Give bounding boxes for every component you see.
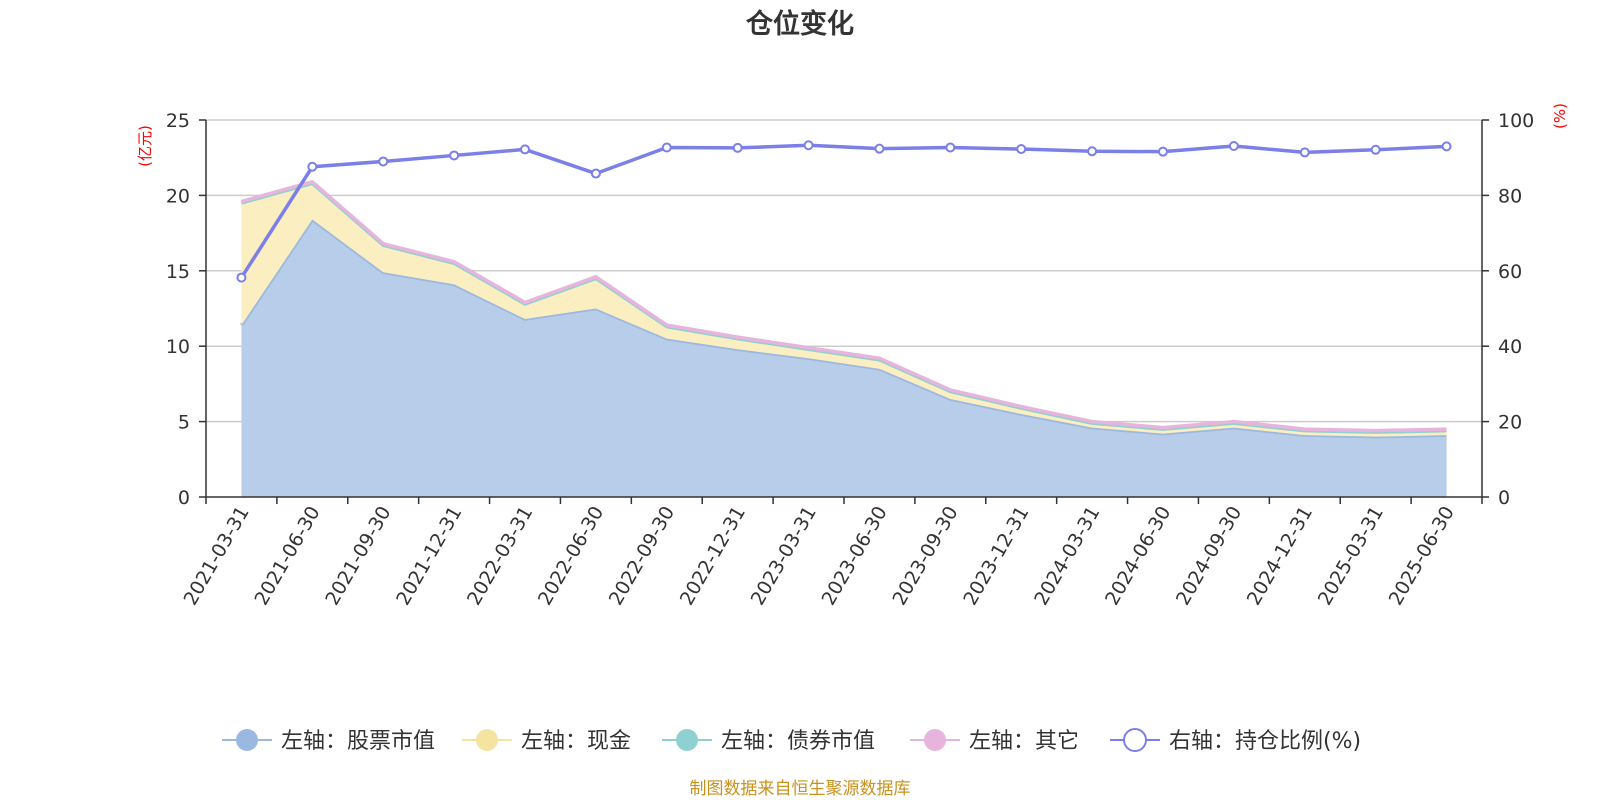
legend-item: 左轴：股票市值: [222, 729, 435, 754]
ratio-data-point: [378, 156, 389, 167]
ratio-data-point: [1228, 141, 1239, 152]
legend-label: 左轴：现金: [521, 729, 631, 754]
left-axis-tick-label: 10: [166, 336, 190, 358]
ratio-data-point: [1158, 146, 1168, 157]
ratio-data-point: [945, 142, 956, 153]
area-fill: [241, 219, 1447, 497]
right-axis-tick-label: 20: [1498, 412, 1522, 434]
legend-label: 左轴：债券市值: [721, 729, 875, 754]
ratio-data-point: [449, 150, 460, 161]
ratio-series-line: [239, 143, 1447, 279]
x-axis-tick-label: 2025-06-30: [1385, 503, 1459, 610]
ratio-data-point: [1441, 141, 1452, 152]
left-axis-tick-label: 15: [166, 261, 190, 283]
x-axis-tick-label: 2024-12-31: [1243, 503, 1317, 610]
legend-label: 左轴：其它: [969, 729, 1079, 754]
x-axis-tick-label: 2024-09-30: [1172, 503, 1246, 610]
chart-title: 仓位变化: [745, 8, 854, 40]
legend-marker: [924, 729, 946, 751]
legend-marker: [236, 729, 258, 751]
left-axis-tick-label: 25: [166, 110, 190, 132]
right-axis-tick-label: 80: [1498, 185, 1522, 207]
left-axis-tick-label: 20: [166, 185, 190, 207]
right-axis-tick-label: 40: [1498, 336, 1522, 358]
ratio-data-point: [661, 142, 672, 153]
right-axis-tick-label: 100: [1498, 110, 1534, 132]
ratio-data-point: [520, 144, 530, 155]
ratio-data-point: [1370, 144, 1381, 155]
stacked-areas: [239, 180, 1447, 497]
legend-label: 右轴：持仓比例(%): [1169, 729, 1361, 754]
x-axis-tick-label: 2021-03-31: [180, 503, 254, 610]
legend-item: 右轴：持仓比例(%): [1110, 728, 1361, 754]
x-axis-tick-label: 2021-12-31: [392, 502, 466, 609]
x-axis-tick-label: 2023-06-30: [818, 503, 892, 610]
legend-item: 左轴：债券市值: [662, 729, 875, 754]
right-axis-tick-label: 0: [1498, 487, 1510, 509]
x-axis-tick-label: 2024-03-31: [1030, 503, 1104, 610]
legend-label: 左轴：股票市值: [281, 729, 435, 754]
left-axis-unit: (亿元): [136, 125, 154, 167]
x-axis-tick-label: 2022-06-30: [534, 503, 608, 610]
legend-item: 左轴：其它: [910, 729, 1079, 754]
x-axis-tick-label: 2021-09-30: [321, 503, 395, 610]
x-axis-tick-label: 2023-12-31: [959, 503, 1033, 610]
ratio-data-point: [803, 140, 814, 151]
x-axis-tick-label: 2023-03-31: [747, 503, 821, 610]
ratio-data-point: [874, 143, 885, 154]
left-axis-tick-label: 0: [178, 487, 190, 509]
x-axis-tick-label: 2022-09-30: [605, 503, 679, 610]
ratio-data-point: [732, 142, 743, 153]
legend-marker: [476, 729, 498, 751]
legend: 左轴：股票市值 左轴：现金 左轴：债券市值 左轴：其它 右轴：持仓比例(%): [222, 728, 1361, 754]
ratio-data-point: [236, 272, 247, 283]
ratio-data-point: [590, 168, 601, 179]
x-axis-tick-label: 2022-03-31: [463, 503, 537, 610]
ratio-line: [236, 140, 1452, 283]
ratio-data-point: [1087, 146, 1098, 157]
legend-marker: [676, 729, 698, 751]
ratio-data-point: [1299, 147, 1310, 158]
data-source-footer: 制图数据来自恒生聚源数据库: [690, 779, 911, 799]
left-axis-tick-label: 5: [178, 412, 190, 434]
ratio-data-point: [307, 161, 318, 172]
x-axis-tick-label: 2024-06-30: [1101, 503, 1175, 610]
right-axis-tick-label: 60: [1498, 261, 1522, 283]
legend-item: 左轴：现金: [462, 729, 631, 754]
ratio-data-point: [1016, 144, 1027, 155]
area-series-line: [240, 180, 1447, 433]
x-axis-tick-label: 2025-03-31: [1314, 503, 1388, 610]
x-axis-tick-label: 2023-09-30: [888, 502, 962, 609]
x-axis-tick-label: 2021-06-30: [250, 503, 324, 610]
legend-marker: [1123, 728, 1147, 752]
right-axis-unit: (%): [1551, 103, 1569, 129]
x-axis-tick-label: 2022-12-31: [676, 503, 750, 610]
